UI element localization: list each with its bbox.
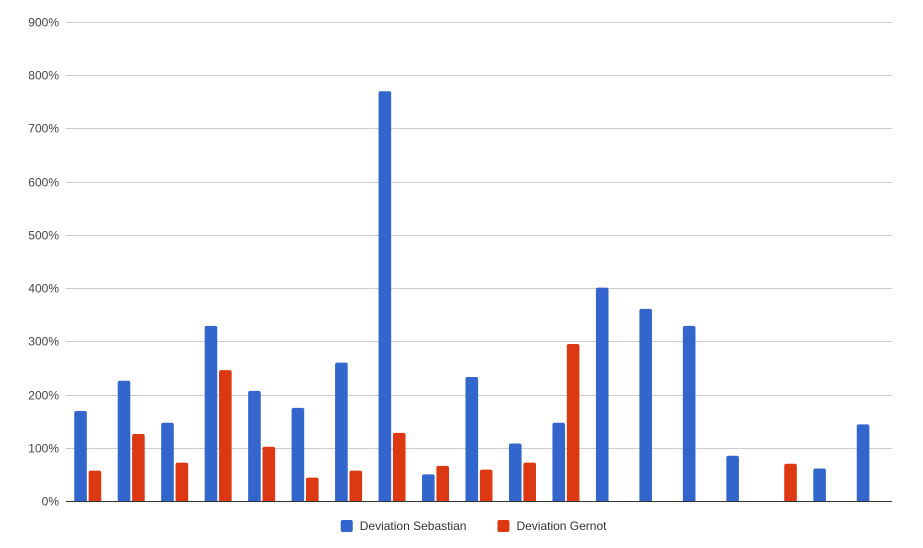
bar-gernot[interactable] — [175, 462, 189, 501]
bar-sebastian[interactable] — [161, 422, 174, 501]
bar-sebastian[interactable] — [422, 474, 435, 501]
y-tick-label: 400% — [28, 282, 59, 296]
bar-gernot[interactable] — [306, 477, 319, 501]
bar-gernot[interactable] — [349, 470, 363, 501]
bar-gernot[interactable] — [262, 446, 276, 501]
bar-sebastian[interactable] — [595, 287, 609, 501]
y-tick-label: 800% — [28, 69, 59, 83]
bar-sebastian[interactable] — [508, 443, 522, 501]
legend-label: Deviation Sebastian — [360, 519, 467, 533]
bar-gernot[interactable] — [392, 432, 406, 501]
y-axis-tick-labels: 0% 100% 200% 300% 400% 500% 600% 700% 800% 900% — [28, 16, 59, 509]
y-tick-label: 700% — [28, 122, 59, 136]
bar-sebastian[interactable] — [726, 455, 739, 501]
legend-item[interactable]: Deviation Sebastian — [340, 519, 467, 533]
bar-sebastian[interactable] — [291, 407, 305, 501]
legend-item[interactable]: Deviation Gernot — [497, 519, 607, 533]
y-tick-label: 200% — [28, 389, 59, 403]
bar-gernot[interactable] — [566, 343, 580, 501]
legend: Deviation Sebastian Deviation Gernot — [340, 519, 607, 533]
bar-sebastian[interactable] — [204, 325, 218, 501]
bar-gernot[interactable] — [219, 370, 232, 501]
y-tick-label: 300% — [28, 335, 59, 349]
bar-gernot[interactable] — [784, 463, 797, 501]
bars — [74, 91, 870, 501]
bar-sebastian[interactable] — [856, 424, 870, 501]
bar-sebastian[interactable] — [248, 390, 261, 501]
bar-sebastian[interactable] — [639, 308, 652, 501]
legend-label: Deviation Gernot — [516, 519, 607, 533]
legend-swatch — [497, 520, 510, 532]
y-tick-label: 500% — [28, 229, 59, 243]
bar-sebastian[interactable] — [117, 380, 131, 501]
bar-sebastian[interactable] — [74, 411, 87, 501]
bar-sebastian[interactable] — [378, 91, 392, 501]
y-tick-label: 900% — [28, 16, 59, 30]
bar-gernot[interactable] — [436, 465, 450, 501]
bar-sebastian[interactable] — [465, 376, 479, 501]
bar-gernot[interactable] — [479, 469, 493, 501]
bar-gernot[interactable] — [523, 462, 536, 501]
bar-sebastian[interactable] — [552, 422, 566, 501]
bar-sebastian[interactable] — [335, 362, 348, 501]
y-tick-label: 0% — [42, 495, 60, 509]
legend-swatch — [340, 520, 353, 532]
y-tick-label: 100% — [28, 442, 59, 456]
gridlines — [66, 22, 892, 449]
bar-gernot[interactable] — [132, 433, 145, 501]
bar-sebastian[interactable] — [813, 468, 826, 501]
bar-gernot[interactable] — [88, 470, 102, 501]
bar-sebastian[interactable] — [682, 325, 696, 501]
y-tick-label: 600% — [28, 176, 59, 190]
